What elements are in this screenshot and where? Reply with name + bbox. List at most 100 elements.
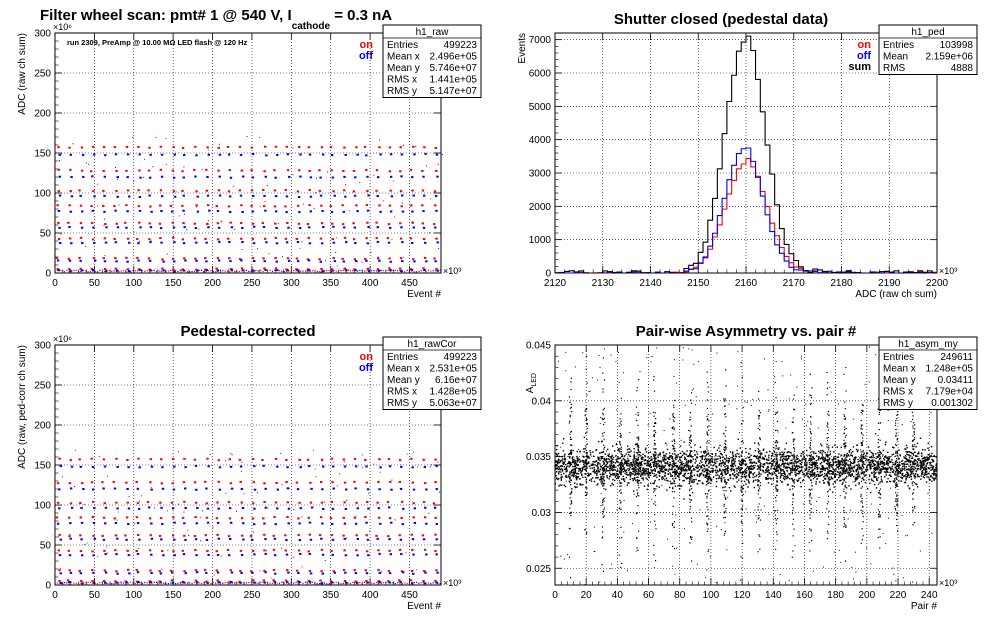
band-point: [780, 474, 783, 476]
scatter-point-off: [194, 227, 198, 230]
scatter-point-on: [149, 481, 152, 484]
band-point: [808, 459, 810, 462]
scatter-point-base: [179, 269, 181, 271]
band-point: [686, 469, 688, 471]
scatter-point-on: [92, 257, 96, 260]
scatter-point-off: [58, 226, 61, 229]
band-point: [578, 467, 580, 470]
scatter-point-stray: [107, 552, 109, 554]
band-point: [805, 466, 808, 468]
scatter-point-off: [182, 242, 186, 245]
band-point: [622, 468, 624, 470]
band-point: [632, 473, 634, 475]
band-point: [629, 476, 632, 478]
scatter-point-on: [364, 569, 368, 572]
scatter-point-base: [354, 269, 356, 272]
band-point: [793, 481, 795, 483]
band-point: [839, 474, 842, 477]
band-point: [708, 473, 710, 475]
scatter-point-off: [162, 260, 165, 263]
scatter-point-base: [130, 271, 132, 273]
band-point: [633, 456, 635, 458]
scatter-point-off: [356, 537, 360, 540]
band-point: [806, 463, 808, 465]
scatter-point-on: [320, 146, 324, 149]
scatter-point-base: [170, 269, 172, 272]
scatter-point-stray: [266, 185, 268, 187]
scatter-point-on: [113, 237, 116, 240]
band-point: [636, 472, 638, 475]
scatter-point-on: [343, 189, 346, 192]
band-point: [866, 452, 869, 455]
band-point: [755, 455, 758, 458]
scatter-point-off: [401, 210, 405, 213]
band-point: [797, 480, 799, 482]
band-point: [862, 457, 865, 460]
scatter-point-off: [376, 226, 380, 229]
band-point: [914, 467, 916, 469]
stats-label-4: RMS y: [387, 398, 417, 409]
band-point: [791, 459, 793, 462]
band-point: [686, 465, 688, 467]
band-point: [866, 464, 869, 467]
band-point: [646, 461, 649, 463]
band-point: [666, 457, 668, 459]
y-tick-label-4: 4000: [529, 135, 552, 146]
band-point: [841, 458, 843, 460]
scatter-point-on: [216, 222, 220, 225]
scatter-point-off: [309, 195, 313, 198]
band-point: [897, 463, 899, 466]
band-point: [600, 458, 602, 460]
scatter-point-base: [174, 269, 177, 272]
scatter-point-stray: [93, 270, 95, 272]
band-point: [805, 472, 808, 475]
scatter-point-on: [79, 534, 82, 537]
band-point: [603, 480, 606, 482]
band-point: [848, 466, 850, 468]
scatter-point-on: [353, 457, 357, 460]
x-tick-label-5: 250: [244, 590, 261, 601]
band-point: [683, 441, 685, 443]
scatter-point-on: [399, 146, 402, 149]
scatter-point-stray: [280, 452, 282, 454]
band-point: [708, 462, 710, 464]
scatter-point-off: [356, 554, 359, 557]
scatter-point-off: [296, 241, 300, 244]
x-tick-label-4: 80: [674, 590, 686, 601]
scatter-point-off: [299, 175, 302, 178]
band-point: [702, 450, 705, 453]
band-point: [754, 442, 756, 444]
scatter-point-off: [217, 226, 221, 229]
scatter-point-off: [183, 487, 187, 490]
band-point: [812, 478, 815, 480]
band-point: [879, 463, 882, 465]
scatter-point-base: [361, 583, 363, 585]
scatter-point-stray: [128, 495, 130, 497]
scatter-point-on: [274, 257, 277, 260]
band-point: [802, 473, 804, 475]
band-point: [616, 475, 619, 477]
band-point: [649, 451, 652, 453]
scatter-point-on: [113, 517, 116, 520]
band-point: [893, 481, 895, 483]
scatter-point-on: [434, 481, 437, 484]
scatter-point-base: [314, 269, 316, 271]
band-point: [732, 472, 734, 475]
scatter-point-on: [329, 146, 333, 149]
band-point: [867, 446, 870, 448]
band-point: [621, 464, 624, 467]
scatter-point-on: [375, 189, 378, 192]
x-tick-label-0: 0: [552, 590, 558, 601]
scatter-point-on: [69, 190, 72, 193]
scatter-point-on: [363, 145, 367, 148]
scatter-point-base: [404, 582, 406, 584]
band-point: [758, 473, 760, 475]
band-point: [871, 460, 873, 463]
scatter-point-base: [89, 581, 92, 583]
x-tick-label-6: 300: [283, 278, 300, 289]
band-point: [574, 472, 577, 474]
band-point: [651, 458, 653, 460]
band-point: [742, 460, 745, 462]
band-point: [614, 450, 616, 452]
scatter-point-base: [335, 270, 337, 272]
